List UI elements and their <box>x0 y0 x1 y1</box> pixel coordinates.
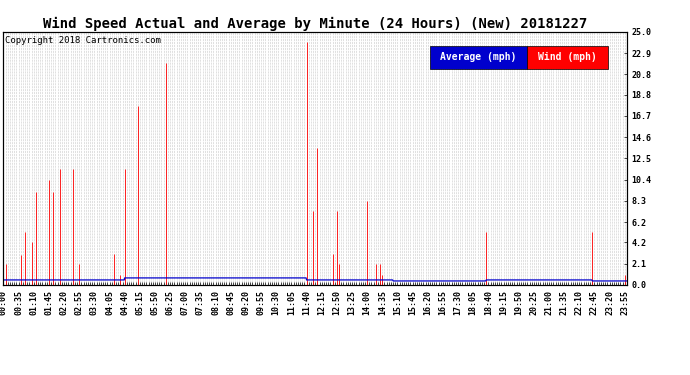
Text: Average (mph): Average (mph) <box>440 52 517 62</box>
Text: Wind (mph): Wind (mph) <box>538 52 597 62</box>
FancyBboxPatch shape <box>431 46 527 69</box>
FancyBboxPatch shape <box>527 46 608 69</box>
Text: Copyright 2018 Cartronics.com: Copyright 2018 Cartronics.com <box>5 36 161 45</box>
Title: Wind Speed Actual and Average by Minute (24 Hours) (New) 20181227: Wind Speed Actual and Average by Minute … <box>43 16 587 31</box>
